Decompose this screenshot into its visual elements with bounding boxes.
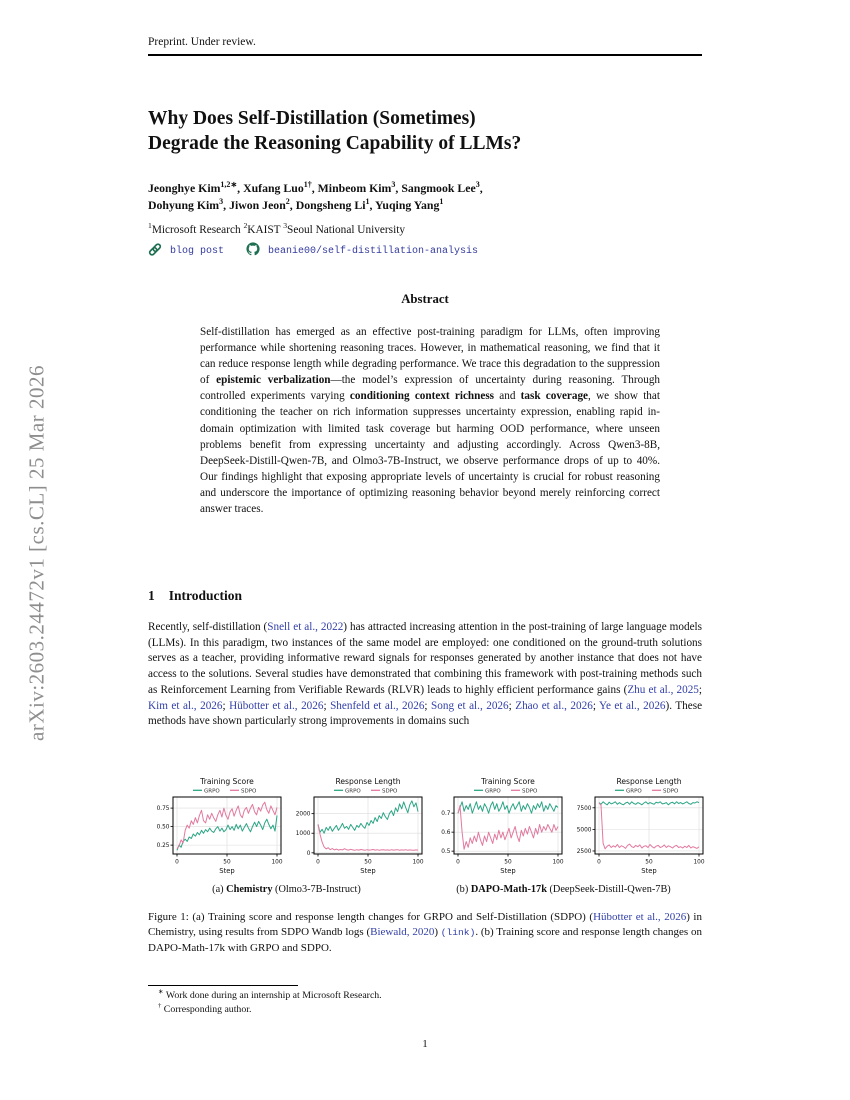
abstract-heading: Abstract bbox=[401, 292, 449, 306]
footnote-symbol: ∗ bbox=[158, 988, 164, 996]
svg-text:0: 0 bbox=[597, 860, 601, 866]
svg-text:0.50: 0.50 bbox=[157, 825, 170, 831]
section-title: Introduction bbox=[168, 588, 243, 603]
github-repo-link[interactable]: beanie00/self-distillation-analysis bbox=[268, 246, 479, 257]
svg-text:50: 50 bbox=[364, 860, 372, 866]
svg-text:7500: 7500 bbox=[577, 806, 592, 812]
chain-link-icon bbox=[148, 242, 162, 261]
svg-text:GRPO: GRPO bbox=[485, 788, 501, 794]
section-heading-introduction: 1 Introduction bbox=[148, 588, 702, 604]
svg-text:2000: 2000 bbox=[295, 812, 310, 818]
footnote-internship: ∗ Work done during an internship at Micr… bbox=[148, 989, 702, 1003]
svg-text:0.25: 0.25 bbox=[157, 843, 170, 849]
svg-text:Response Length: Response Length bbox=[616, 777, 681, 786]
figure-1-charts: Training Score GRPO SDPO 0.25 0.50 0.75 0 50 100… bbox=[150, 776, 706, 877]
chart-chemistry-response-length: Response Length GRPO SDPO 0 1000 2000 0 50 100 St… bbox=[291, 776, 425, 877]
subcaption-a: (a) Chemistry (Olmo3-7B-Instruct) bbox=[212, 884, 361, 895]
svg-text:0.5: 0.5 bbox=[442, 849, 452, 855]
external-links-row: blog post beanie00/self-distillation-ana… bbox=[148, 242, 708, 261]
figure-subcaptions: (a) Chemistry (Olmo3-7B-Instruct) (b) DA… bbox=[148, 884, 702, 895]
chart-dapo-response-length: Response Length GRPO SDPO 2500 5000 7500 0 50 10… bbox=[572, 776, 706, 877]
svg-text:Step: Step bbox=[360, 867, 375, 875]
footnotes: ∗ Work done during an internship at Micr… bbox=[148, 989, 702, 1016]
footnote-rule bbox=[148, 985, 298, 986]
svg-text:1000: 1000 bbox=[295, 831, 310, 837]
author-line-1: Jeonghye Kim1,2∗, Xufang Luo1†, Minbeom … bbox=[148, 180, 483, 195]
svg-text:Step: Step bbox=[501, 867, 516, 875]
blog-post-link[interactable]: blog post bbox=[170, 246, 225, 257]
svg-text:Step: Step bbox=[641, 867, 656, 875]
svg-text:100: 100 bbox=[412, 860, 423, 866]
svg-text:SDPO: SDPO bbox=[522, 788, 538, 794]
intro-paragraph: Recently, self-distillation (Snell et al… bbox=[148, 621, 703, 728]
chart-dapo-training-score: Training Score GRPO SDPO 0.5 0.6 0.7 0 50 100 Ste… bbox=[431, 776, 565, 877]
svg-text:GRPO: GRPO bbox=[345, 788, 361, 794]
title-line-1: Why Does Self-Distillation (Sometimes) bbox=[148, 108, 476, 129]
page-title: Why Does Self-Distillation (Sometimes) D… bbox=[148, 106, 708, 156]
svg-text:Step: Step bbox=[219, 867, 234, 875]
svg-text:100: 100 bbox=[271, 860, 282, 866]
svg-text:50: 50 bbox=[223, 860, 231, 866]
svg-text:SDPO: SDPO bbox=[382, 788, 398, 794]
svg-text:50: 50 bbox=[645, 860, 653, 866]
svg-text:SDPO: SDPO bbox=[241, 788, 257, 794]
footnote-text: Work done during an internship at Micros… bbox=[165, 990, 382, 1001]
svg-text:100: 100 bbox=[693, 860, 704, 866]
section-number: 1 bbox=[148, 588, 155, 603]
svg-text:50: 50 bbox=[505, 860, 513, 866]
footnote-symbol: † bbox=[158, 1002, 162, 1010]
preprint-header: Preprint. Under review. bbox=[148, 36, 256, 48]
svg-text:SDPO: SDPO bbox=[663, 788, 679, 794]
subcaption-b: (b) DAPO-Math-17k (DeepSeek-Distill-Qwen… bbox=[456, 884, 671, 895]
author-list: Jeonghye Kim1,2∗, Xufang Luo1†, Minbeom … bbox=[148, 180, 708, 213]
svg-text:0: 0 bbox=[175, 860, 179, 866]
github-icon bbox=[246, 242, 260, 261]
page-number: 1 bbox=[422, 1038, 428, 1050]
abstract-body: Self-distillation has emerged as an effe… bbox=[200, 326, 661, 516]
svg-text:0: 0 bbox=[306, 851, 310, 857]
footnote-text: Corresponding author. bbox=[163, 1003, 252, 1015]
figure-1-caption: Figure 1: (a) Training score and respons… bbox=[148, 911, 702, 954]
footnote-corresponding: † Corresponding author. bbox=[148, 1002, 702, 1017]
author-line-2: Dohyung Kim3, Jiwon Jeon2, Dongsheng Li1… bbox=[148, 196, 444, 212]
svg-text:5000: 5000 bbox=[577, 827, 592, 833]
svg-text:100: 100 bbox=[553, 860, 564, 866]
svg-text:0: 0 bbox=[316, 860, 320, 866]
chart-chemistry-training-score: Training Score GRPO SDPO 0.25 0.50 0.75 0 50 100… bbox=[150, 776, 284, 877]
svg-text:Training Score: Training Score bbox=[199, 777, 254, 786]
svg-text:0.6: 0.6 bbox=[442, 830, 452, 836]
affiliations: 1Microsoft Research 2KAIST 3Seoul Nation… bbox=[148, 221, 406, 236]
arxiv-watermark: arXiv:2603.24472v1 [cs.CL] 25 Mar 2026 bbox=[24, 365, 49, 741]
svg-text:Response Length: Response Length bbox=[335, 777, 400, 786]
svg-text:0: 0 bbox=[456, 860, 460, 866]
svg-text:GRPO: GRPO bbox=[626, 788, 642, 794]
svg-text:Training Score: Training Score bbox=[480, 777, 535, 786]
title-line-2: Degrade the Reasoning Capability of LLMs… bbox=[148, 133, 522, 154]
svg-text:GRPO: GRPO bbox=[204, 788, 220, 794]
header-rule bbox=[148, 54, 702, 56]
svg-text:0.75: 0.75 bbox=[157, 806, 170, 812]
svg-text:0.7: 0.7 bbox=[442, 811, 452, 817]
svg-text:2500: 2500 bbox=[577, 849, 592, 855]
